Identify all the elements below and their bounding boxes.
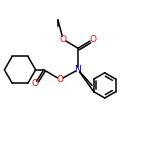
Text: O: O [89,35,96,44]
Text: O: O [57,75,64,84]
Text: N: N [75,65,81,74]
Text: O: O [31,79,38,88]
Text: O: O [60,35,67,44]
